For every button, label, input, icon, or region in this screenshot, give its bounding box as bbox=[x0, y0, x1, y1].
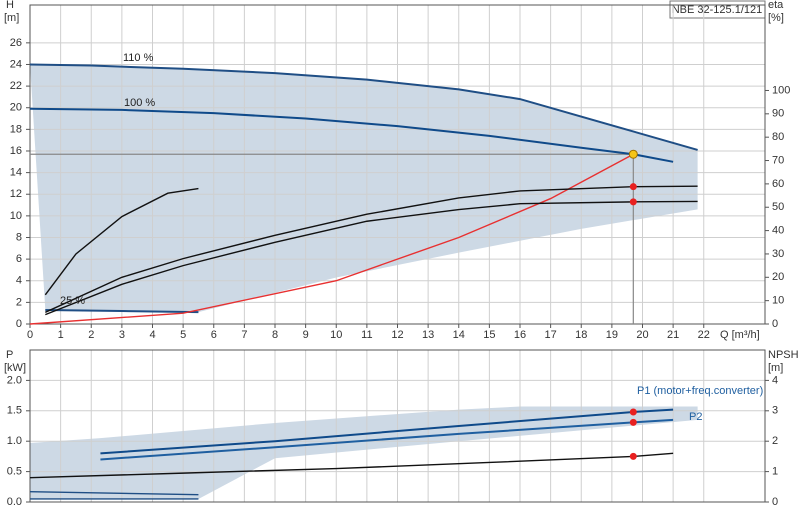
x-tick-label: 15 bbox=[483, 329, 495, 341]
curve bbox=[45, 200, 698, 316]
curve bbox=[29, 153, 634, 325]
x-tick-label: 10 bbox=[330, 329, 342, 341]
curve bbox=[29, 107, 674, 163]
y-axis-unit: [kW] bbox=[4, 362, 26, 374]
curve-label: 25 % bbox=[60, 295, 85, 307]
y-tick-label: 20 bbox=[10, 102, 22, 114]
y-tick-label: 18 bbox=[10, 123, 22, 135]
x-tick-label: 11 bbox=[361, 329, 372, 341]
y-tick-label: 26 bbox=[10, 37, 22, 49]
curve-label: 100 % bbox=[124, 97, 155, 109]
y2-axis-label: NPSH bbox=[768, 349, 799, 361]
x-tick-label: 18 bbox=[575, 329, 587, 341]
curve bbox=[29, 63, 698, 151]
operating-point bbox=[629, 198, 637, 206]
y2-tick-label: 90 bbox=[772, 108, 784, 120]
x-tick-label: 14 bbox=[453, 329, 465, 341]
y2-axis-unit: [m] bbox=[768, 362, 783, 374]
curve-label: 110 % bbox=[123, 52, 154, 64]
y2-axis-unit: [%] bbox=[768, 12, 784, 24]
y-tick-label: 8 bbox=[16, 231, 22, 243]
y-tick-label: 16 bbox=[10, 145, 22, 157]
y2-tick-label: 2 bbox=[772, 435, 778, 447]
curve bbox=[100, 418, 674, 461]
curve bbox=[29, 452, 674, 479]
y2-tick-label: 80 bbox=[772, 131, 784, 143]
y2-tick-label: 70 bbox=[772, 154, 784, 166]
operating-point bbox=[629, 408, 637, 416]
x-tick-label: 13 bbox=[422, 329, 434, 341]
y-tick-label: 6 bbox=[16, 253, 22, 265]
y-tick-label: 1.5 bbox=[7, 405, 22, 417]
curve bbox=[29, 490, 199, 496]
x-tick-label: 21 bbox=[667, 329, 679, 341]
x-tick-label: 1 bbox=[58, 329, 64, 341]
x-tick-label: 7 bbox=[241, 329, 247, 341]
x-tick-label: 4 bbox=[149, 329, 155, 341]
x-tick-label: 5 bbox=[180, 329, 186, 341]
x-tick-label: 20 bbox=[636, 329, 648, 341]
x-tick-label: 19 bbox=[606, 329, 618, 341]
y2-tick-label: 100 bbox=[772, 84, 790, 96]
y-tick-label: 24 bbox=[10, 58, 22, 70]
x-axis-label: Q [m³/h] bbox=[720, 329, 760, 341]
title: NBE 32-125.1/121 bbox=[672, 4, 763, 16]
curve-label: P2 bbox=[689, 411, 702, 423]
y-tick-label: 1.0 bbox=[7, 435, 22, 447]
y2-tick-label: 60 bbox=[772, 178, 784, 190]
x-tick-label: 2 bbox=[88, 329, 94, 341]
curve bbox=[44, 187, 199, 296]
curve bbox=[45, 185, 698, 313]
y-tick-label: 22 bbox=[10, 80, 22, 92]
operating-point bbox=[629, 418, 637, 426]
x-tick-label: 9 bbox=[303, 329, 309, 341]
y2-tick-label: 50 bbox=[772, 201, 784, 213]
curve bbox=[45, 308, 199, 314]
x-tick-label: 3 bbox=[119, 329, 125, 341]
y-axis-label: P bbox=[6, 349, 13, 361]
curve-label: P1 (motor+freq.converter) bbox=[637, 385, 763, 397]
curve bbox=[100, 408, 674, 455]
y2-axis-label: eta bbox=[768, 0, 784, 11]
y2-tick-label: 40 bbox=[772, 224, 784, 236]
y-axis-unit: [m] bbox=[4, 12, 19, 24]
y2-tick-label: 0 bbox=[772, 318, 778, 330]
y2-tick-label: 20 bbox=[772, 271, 784, 283]
operating-point bbox=[629, 183, 637, 191]
y2-tick-label: 10 bbox=[772, 295, 784, 307]
plot-frame bbox=[29, 349, 766, 503]
y2-tick-label: 3 bbox=[772, 405, 778, 417]
y-tick-label: 10 bbox=[10, 210, 22, 222]
x-tick-label: 0 bbox=[27, 329, 33, 341]
y-tick-label: 2.0 bbox=[7, 374, 22, 386]
y2-tick-label: 30 bbox=[772, 248, 784, 260]
x-tick-label: 22 bbox=[698, 329, 710, 341]
y2-tick-label: 4 bbox=[772, 374, 778, 386]
y-tick-label: 0.0 bbox=[7, 496, 22, 508]
x-tick-label: 12 bbox=[391, 329, 403, 341]
y-axis-label: H bbox=[6, 0, 14, 11]
x-tick-label: 8 bbox=[272, 329, 278, 341]
y-tick-label: 0.5 bbox=[7, 466, 22, 478]
y-tick-label: 14 bbox=[10, 167, 22, 179]
x-tick-label: 17 bbox=[545, 329, 557, 341]
y-tick-label: 12 bbox=[10, 188, 22, 200]
y-tick-label: 2 bbox=[16, 296, 22, 308]
y2-tick-label: 0 bbox=[772, 496, 778, 508]
y2-tick-label: 1 bbox=[772, 466, 778, 478]
operating-range bbox=[30, 406, 698, 499]
operating-range bbox=[30, 64, 698, 313]
duty-point bbox=[628, 149, 638, 159]
y-tick-label: 4 bbox=[16, 275, 22, 287]
x-tick-label: 16 bbox=[514, 329, 526, 341]
operating-point bbox=[629, 452, 637, 460]
y-tick-label: 0 bbox=[16, 318, 22, 330]
x-tick-label: 6 bbox=[211, 329, 217, 341]
